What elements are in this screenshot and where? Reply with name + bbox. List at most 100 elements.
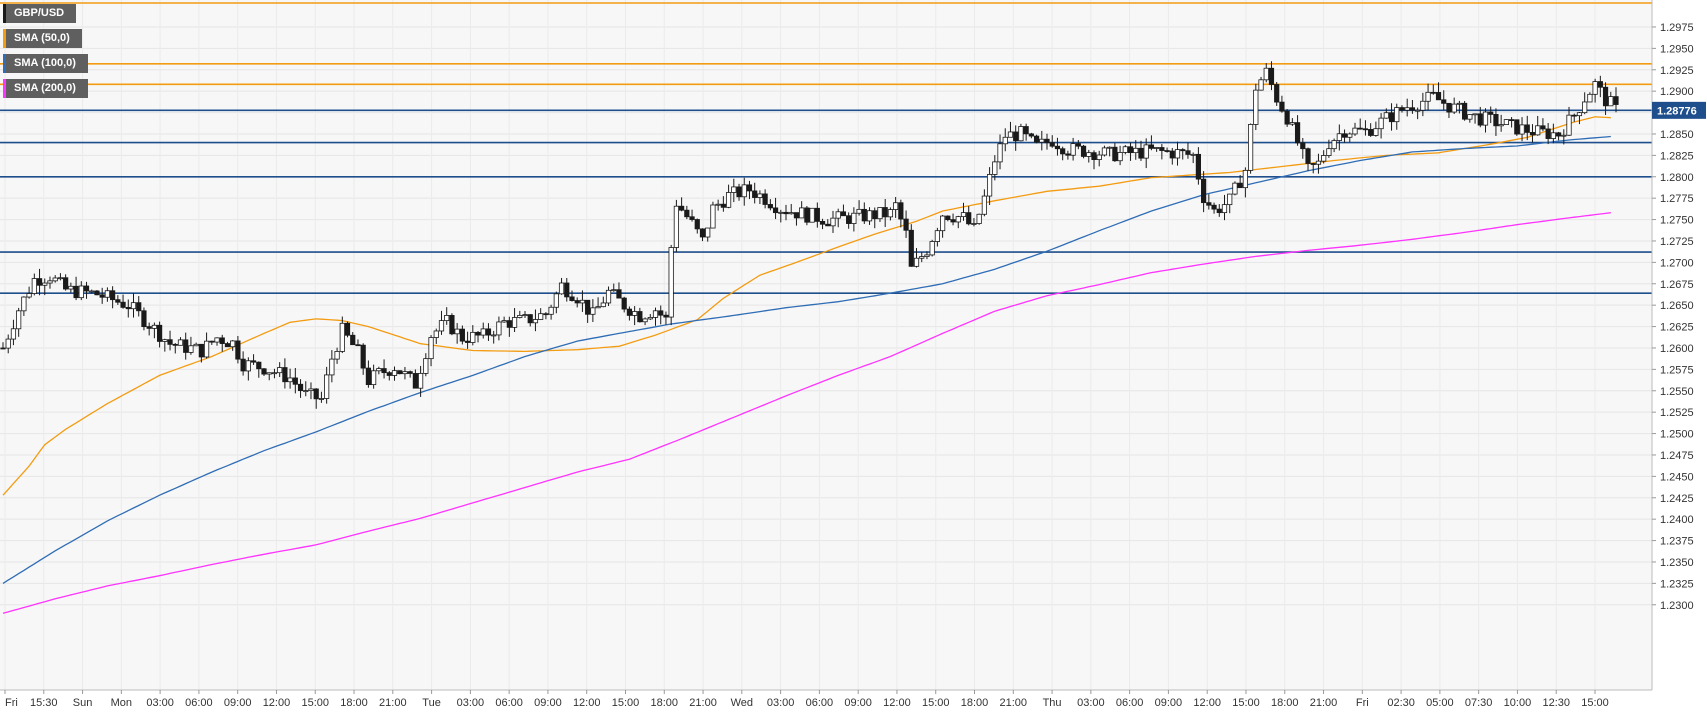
candle bbox=[449, 313, 455, 336]
candle bbox=[746, 180, 753, 200]
candle-body-up bbox=[919, 256, 925, 259]
candle bbox=[1268, 61, 1275, 91]
y-tick-label: 1.2325 bbox=[1660, 578, 1694, 590]
candle-body-up bbox=[1258, 79, 1264, 91]
candle bbox=[997, 134, 1003, 170]
legend-item-sma-100[interactable]: SMA (100,0) bbox=[3, 54, 88, 73]
candle bbox=[804, 206, 810, 226]
candle bbox=[402, 366, 408, 380]
candle-body-up bbox=[600, 302, 606, 308]
candle bbox=[1587, 92, 1593, 103]
candle bbox=[919, 252, 925, 263]
candle-body-up bbox=[42, 282, 48, 286]
candle bbox=[303, 381, 309, 397]
candle bbox=[16, 307, 22, 337]
y-tick-label: 1.2500 bbox=[1660, 429, 1694, 441]
candle bbox=[981, 189, 987, 217]
candle bbox=[350, 332, 356, 346]
candle bbox=[501, 316, 507, 323]
candle bbox=[256, 361, 262, 378]
candle bbox=[209, 340, 215, 345]
candle-body-down bbox=[840, 211, 847, 217]
candle-body-up bbox=[976, 213, 982, 224]
candle-body-up bbox=[324, 374, 330, 399]
x-tick-label: 03:00 bbox=[1077, 697, 1105, 709]
candle bbox=[1362, 120, 1369, 136]
candle-body-down bbox=[1441, 99, 1447, 104]
candle bbox=[266, 372, 272, 381]
candle bbox=[679, 197, 685, 212]
candle-body-up bbox=[835, 211, 841, 219]
candle-body-up bbox=[1232, 182, 1238, 195]
candle-body-down bbox=[1430, 91, 1436, 94]
candle-body-down bbox=[485, 328, 492, 336]
candle bbox=[1529, 124, 1536, 143]
candle-body-up bbox=[731, 186, 737, 193]
candle bbox=[1023, 123, 1029, 141]
candle-body-down bbox=[1080, 145, 1087, 157]
candle bbox=[522, 311, 528, 318]
candle bbox=[1086, 149, 1092, 163]
y-tick-label: 1.2375 bbox=[1660, 536, 1694, 548]
legend-item-sma-50[interactable]: SMA (50,0) bbox=[3, 29, 88, 48]
candle bbox=[496, 316, 502, 341]
candle bbox=[73, 276, 79, 301]
candle bbox=[856, 200, 862, 216]
x-tick-label: 21:00 bbox=[1310, 697, 1338, 709]
candle bbox=[814, 202, 820, 228]
candle-body-up bbox=[16, 310, 22, 330]
x-tick-label: 15:00 bbox=[301, 697, 329, 709]
candle bbox=[710, 201, 716, 229]
candle bbox=[1274, 81, 1280, 106]
x-tick-label: 12:30 bbox=[1542, 697, 1570, 709]
candle bbox=[741, 177, 747, 206]
candle bbox=[1039, 130, 1045, 151]
candle bbox=[334, 347, 340, 364]
candle bbox=[1033, 134, 1040, 144]
candle bbox=[579, 290, 586, 312]
candle-body-up bbox=[1263, 67, 1269, 81]
candle-body-down bbox=[1284, 110, 1290, 125]
candle-body-down bbox=[1148, 144, 1155, 149]
candle-body-up bbox=[1018, 126, 1024, 142]
candle-body-up bbox=[611, 289, 617, 292]
legend-item-gbpusd[interactable]: GBP/USD bbox=[3, 4, 88, 23]
legend-swatch bbox=[3, 79, 6, 98]
candle-body-up bbox=[68, 285, 74, 290]
candle bbox=[569, 290, 575, 302]
legend-item-sma-200[interactable]: SMA (200,0) bbox=[3, 79, 88, 98]
candle bbox=[778, 209, 784, 223]
candle bbox=[840, 204, 847, 217]
candle-body-up bbox=[924, 254, 930, 257]
candle-body-up bbox=[1587, 93, 1593, 103]
candle-body-down bbox=[219, 337, 225, 344]
candle bbox=[157, 321, 163, 348]
candle-body-down bbox=[543, 313, 549, 316]
candle bbox=[110, 286, 116, 309]
candle-body-up bbox=[428, 337, 434, 360]
candle-body-up bbox=[1373, 128, 1379, 136]
candle bbox=[1091, 150, 1097, 170]
candle-body-down bbox=[1065, 153, 1071, 156]
candle bbox=[1388, 103, 1395, 131]
candle bbox=[799, 201, 805, 219]
candle-body-up bbox=[1122, 146, 1128, 153]
candle-body-down bbox=[1368, 129, 1374, 136]
candle-body-up bbox=[517, 314, 523, 318]
candle-body-up bbox=[511, 317, 518, 328]
candle bbox=[1201, 171, 1207, 213]
candle-body-up bbox=[271, 372, 278, 375]
candle-body-up bbox=[553, 293, 559, 308]
candle bbox=[893, 196, 899, 218]
candle-body-up bbox=[1394, 107, 1400, 123]
candle-body-up bbox=[757, 193, 763, 198]
candle bbox=[1180, 148, 1186, 160]
candle bbox=[626, 306, 633, 321]
candle-body-up bbox=[104, 290, 111, 298]
sma-line bbox=[2, 135, 1611, 584]
candle bbox=[360, 343, 366, 375]
plot-background bbox=[0, 0, 1652, 690]
y-tick-label: 1.2725 bbox=[1660, 236, 1694, 248]
candle-body-down bbox=[459, 328, 465, 342]
candle bbox=[1540, 118, 1546, 132]
